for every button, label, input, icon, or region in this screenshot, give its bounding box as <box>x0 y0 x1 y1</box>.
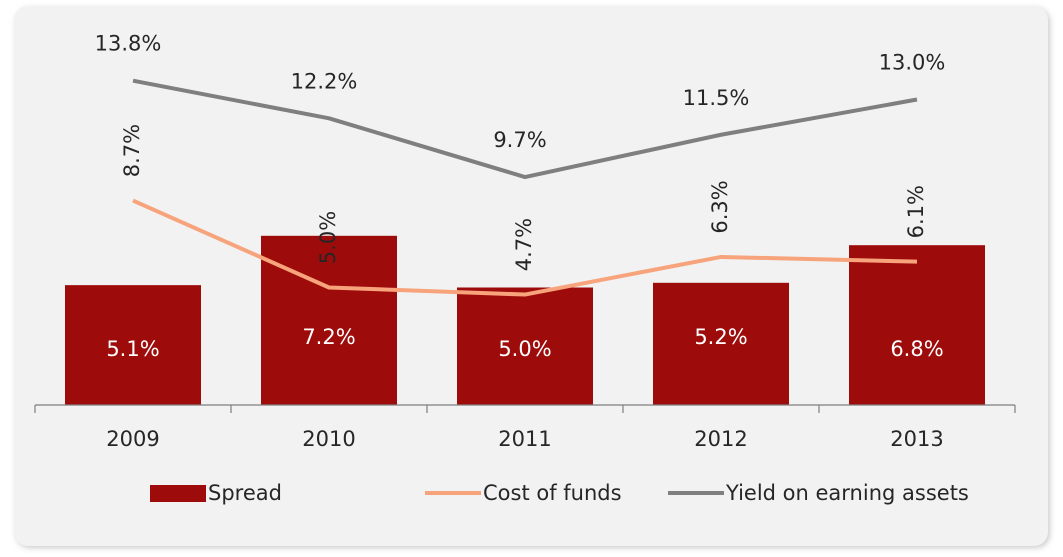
line-value-label: 5.0% <box>316 211 340 264</box>
x-tick-label: 2012 <box>694 427 747 451</box>
legend-label: Cost of funds <box>483 481 622 505</box>
bar-value-label: 6.8% <box>890 337 943 361</box>
bar <box>65 285 201 405</box>
legend-label: Yield on earning assets <box>725 481 969 505</box>
line-value-label: 13.8% <box>95 32 162 56</box>
x-tick-label: 2009 <box>106 427 159 451</box>
chart-background <box>14 6 1048 546</box>
line-value-label: 4.7% <box>512 218 536 271</box>
bar <box>261 235 397 405</box>
legend-label: Spread <box>208 481 282 505</box>
line-value-label: 9.7% <box>493 128 546 152</box>
line-value-label: 6.3% <box>708 180 732 233</box>
line-value-label: 12.2% <box>291 69 358 93</box>
bar-value-label: 5.1% <box>106 337 159 361</box>
x-tick-label: 2011 <box>498 427 551 451</box>
bar-value-label: 5.0% <box>498 337 551 361</box>
bar-value-label: 7.2% <box>302 325 355 349</box>
bar-value-label: 5.2% <box>694 325 747 349</box>
bar <box>849 245 985 405</box>
line-value-label: 13.0% <box>879 51 946 75</box>
x-tick-label: 2010 <box>302 427 355 451</box>
line <box>132 78 918 180</box>
line-value-label: 6.1% <box>904 185 928 238</box>
bar <box>653 282 789 405</box>
bar <box>457 287 593 405</box>
line-value-label: 8.7% <box>120 124 144 177</box>
line <box>132 198 918 297</box>
line-value-label: 11.5% <box>683 86 750 110</box>
x-tick-label: 2013 <box>890 427 943 451</box>
legend-swatch <box>150 485 206 502</box>
